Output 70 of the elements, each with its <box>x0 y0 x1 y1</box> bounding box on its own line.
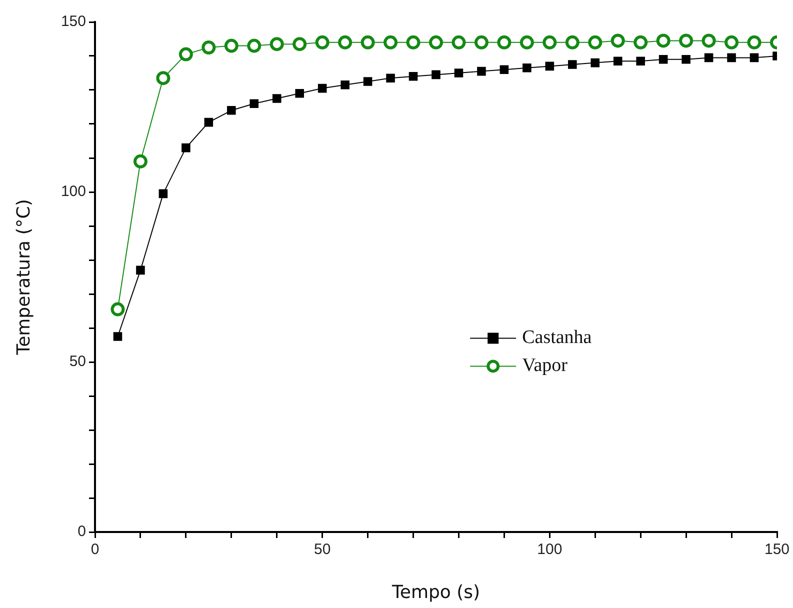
point <box>272 94 282 103</box>
point <box>432 70 440 80</box>
point <box>702 34 716 48</box>
point <box>202 40 216 54</box>
point <box>634 35 648 50</box>
point <box>360 35 375 50</box>
point <box>454 68 464 78</box>
point <box>565 35 580 50</box>
point <box>113 332 122 341</box>
point <box>406 35 420 50</box>
y-axis-title: Temperatura (°C) <box>13 199 34 356</box>
point <box>588 35 602 50</box>
x-tick-label: 150 <box>764 541 790 558</box>
legend-label: Castanha <box>522 327 592 348</box>
y-tick-label: 50 <box>69 353 86 370</box>
point <box>247 38 262 53</box>
point <box>158 189 168 198</box>
legend-label: Vapor <box>522 355 568 376</box>
point <box>452 35 466 50</box>
point <box>270 37 284 52</box>
point <box>568 60 577 69</box>
point <box>429 35 443 50</box>
point <box>590 58 600 68</box>
point <box>110 302 125 316</box>
point <box>610 34 625 48</box>
point <box>500 65 509 74</box>
x-tick-label: 0 <box>90 541 100 558</box>
point <box>408 72 418 81</box>
point <box>338 35 352 50</box>
point <box>204 118 214 127</box>
point <box>679 34 694 48</box>
y-tick-label: 150 <box>60 13 86 30</box>
point <box>727 53 736 62</box>
point <box>520 35 534 50</box>
point <box>542 35 557 50</box>
point <box>292 37 307 52</box>
y-tick-label: 0 <box>78 523 86 540</box>
x-tick-label: 100 <box>537 541 562 558</box>
point <box>656 34 670 48</box>
point <box>724 35 739 50</box>
point <box>136 266 145 275</box>
point <box>747 35 762 50</box>
point <box>133 154 148 168</box>
point <box>250 99 259 108</box>
point <box>363 77 372 86</box>
point <box>477 66 486 76</box>
x-tick-label: 50 <box>314 541 331 558</box>
point <box>545 62 554 71</box>
point <box>682 55 690 64</box>
point <box>386 74 395 82</box>
point <box>318 84 327 93</box>
x-axis-title: Tempo (s) <box>390 582 480 603</box>
point <box>227 106 236 115</box>
point <box>750 53 759 62</box>
point <box>497 35 512 50</box>
point <box>315 35 330 50</box>
point <box>182 143 190 152</box>
point <box>704 53 714 62</box>
point <box>636 56 645 66</box>
point <box>658 55 668 64</box>
point <box>156 71 170 86</box>
point <box>295 89 304 98</box>
y-tick-label: 100 <box>60 183 86 200</box>
point <box>224 38 238 53</box>
point <box>474 35 488 50</box>
point <box>178 47 193 62</box>
point <box>340 80 350 90</box>
point <box>384 35 398 50</box>
point <box>613 56 622 66</box>
point <box>522 64 532 72</box>
